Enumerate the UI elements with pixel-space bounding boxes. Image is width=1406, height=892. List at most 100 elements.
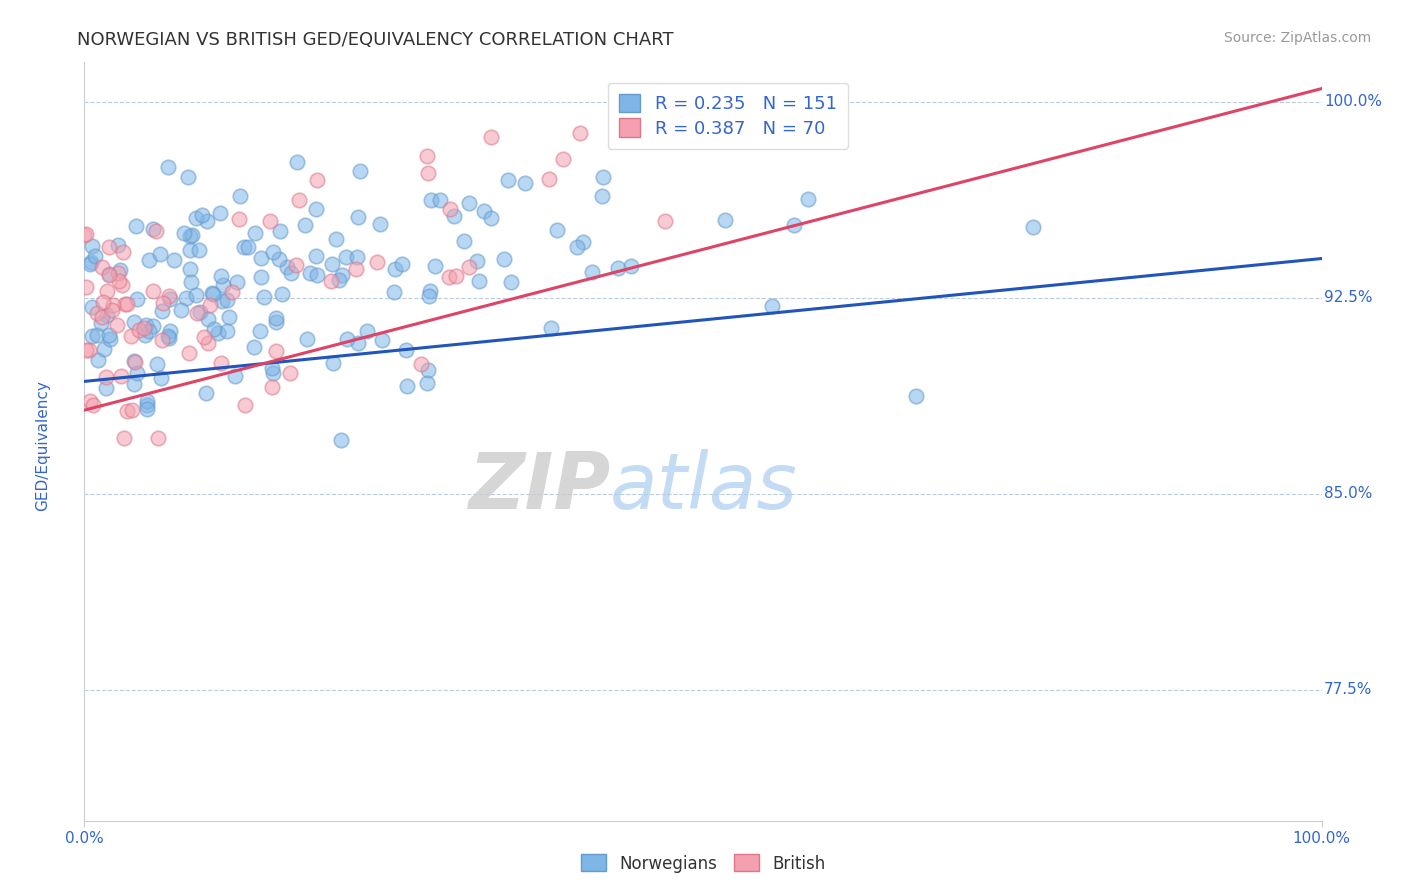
Point [457, 195, 479, 210]
Point [90, 310, 112, 324]
Point [344, 261, 367, 276]
Point [98, 239, 121, 253]
Point [86, 306, 108, 320]
Point [82, 398, 104, 412]
Point [179, 228, 201, 243]
Point [288, 193, 311, 207]
Point [77, 343, 100, 358]
Legend: R = 0.235   N = 151, R = 0.387   N = 70: R = 0.235 N = 151, R = 0.387 N = 70 [607, 83, 848, 149]
Point [269, 224, 291, 238]
Point [138, 252, 160, 267]
Point [349, 163, 371, 178]
Point [356, 324, 378, 338]
Point [328, 273, 350, 287]
Point [80, 239, 103, 253]
Point [243, 341, 266, 355]
Point [551, 152, 574, 166]
Point [437, 269, 460, 284]
Point [115, 297, 138, 311]
Text: 85.0%: 85.0% [1324, 486, 1372, 501]
Point [346, 210, 368, 224]
Point [188, 305, 211, 319]
Point [186, 211, 208, 225]
Point [142, 222, 165, 236]
Point [458, 260, 481, 275]
Point [321, 257, 343, 271]
Point [783, 218, 806, 232]
Point [332, 268, 354, 283]
Point [97, 268, 120, 282]
Point [195, 213, 218, 227]
Point [423, 260, 446, 274]
Point [193, 330, 215, 344]
Point [82, 301, 104, 315]
Point [125, 293, 148, 307]
Point [238, 240, 260, 254]
Point [284, 258, 307, 272]
Point [101, 302, 124, 317]
Point [1022, 220, 1045, 235]
Point [299, 266, 322, 280]
Point [93, 342, 115, 356]
Point [581, 265, 603, 279]
Point [439, 202, 461, 216]
Point [150, 333, 173, 347]
Point [98, 268, 121, 282]
Point [86, 327, 108, 342]
Point [112, 431, 135, 445]
Point [761, 299, 783, 313]
Point [209, 269, 232, 284]
Point [262, 245, 284, 260]
Legend: Norwegians, British: Norwegians, British [574, 847, 832, 880]
Point [170, 302, 193, 317]
Point [250, 251, 273, 265]
Point [494, 252, 516, 266]
Point [304, 249, 326, 263]
Point [229, 29, 252, 43]
Point [295, 332, 318, 346]
Point [103, 298, 125, 312]
Point [307, 268, 329, 283]
Point [285, 155, 308, 169]
Point [145, 224, 167, 238]
Point [114, 297, 136, 311]
Point [904, 389, 927, 403]
Point [271, 286, 294, 301]
Point [444, 269, 467, 284]
Point [80, 254, 103, 268]
Text: Source: ZipAtlas.com: Source: ZipAtlas.com [1223, 31, 1371, 45]
Point [201, 287, 224, 301]
Point [479, 211, 502, 226]
Point [305, 173, 328, 187]
Point [142, 318, 165, 333]
Point [218, 310, 240, 324]
Point [150, 370, 173, 384]
Point [266, 344, 288, 359]
Point [499, 275, 522, 289]
Point [111, 278, 134, 293]
Point [134, 328, 156, 343]
Point [347, 335, 370, 350]
Point [125, 219, 148, 233]
Point [429, 193, 451, 207]
Point [177, 346, 200, 360]
Point [132, 321, 155, 335]
Point [79, 257, 101, 271]
Point [146, 431, 169, 445]
Point [124, 354, 146, 368]
Point [368, 217, 391, 231]
Point [479, 130, 502, 145]
Point [474, 203, 496, 218]
Point [335, 250, 357, 264]
Point [569, 126, 592, 140]
Point [269, 252, 291, 267]
Text: 92.5%: 92.5% [1324, 290, 1372, 305]
Text: ZIP: ZIP [468, 449, 610, 525]
Point [592, 170, 614, 185]
Point [120, 329, 142, 343]
Point [228, 211, 250, 226]
Point [262, 366, 284, 380]
Point [395, 379, 418, 393]
Point [75, 227, 97, 242]
Point [233, 240, 256, 254]
